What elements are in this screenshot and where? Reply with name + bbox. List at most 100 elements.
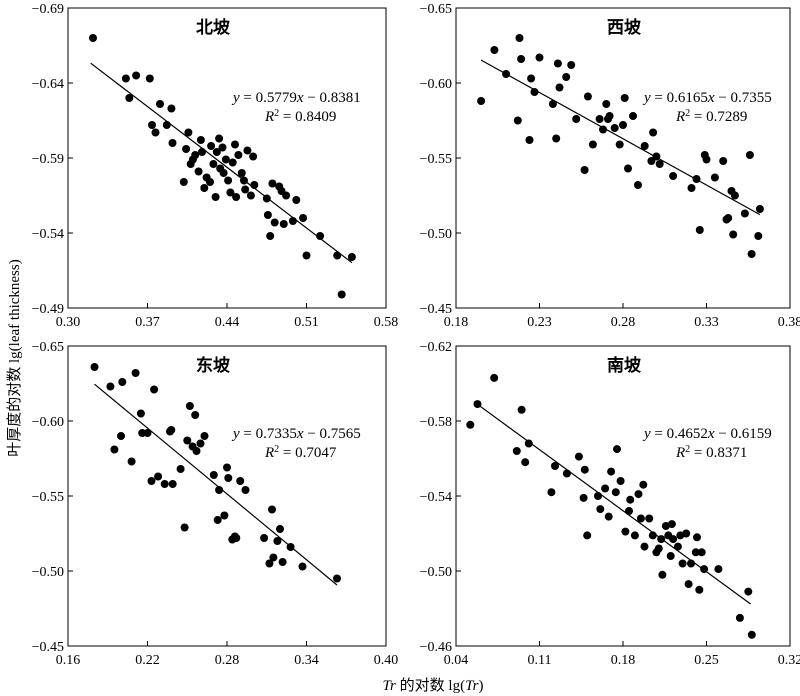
data-point [714,565,723,574]
x-axis-label-part: 的对数 lg( [396,677,465,694]
data-point [260,534,269,542]
scatter-panel: −0.65 −0.60 −0.55 −0.50 −0.450.16 0.22 0.28 0.3… [32,340,399,668]
data-point [669,172,678,180]
data-point [596,505,605,514]
panel-title: 东坡 [196,355,230,375]
y-tick-label: −0.62 [420,340,452,355]
x-tick-label: 0.28 [611,315,636,330]
data-point [185,402,194,410]
data-point [730,191,739,200]
x-tick-label: 0.32 [778,653,800,668]
data-point [552,134,561,143]
data-point [620,94,629,102]
data-point [629,112,637,120]
data-point [636,514,645,523]
data-point [184,128,193,137]
data-point [220,511,229,520]
data-point [477,97,486,105]
x-axis-label-part: ) [478,678,483,694]
data-point [625,507,633,515]
data-point [228,158,237,167]
y-axis-label: 叶厚度的对数 lg(leaf thickness) [6,259,23,456]
data-point [602,100,611,108]
data-point [223,463,231,472]
data-point [583,531,592,540]
data-point [580,166,589,174]
data-point [226,188,235,197]
data-point [710,173,719,182]
data-point [333,574,341,583]
data-point [156,100,164,108]
data-point [269,553,278,562]
data-point [595,115,604,123]
data-point [517,405,526,414]
data-point [263,211,272,219]
scatter-panel: −0.65 −0.60 −0.55 −0.50 −0.450.18 0.23 0.28 0.3… [420,2,800,330]
data-point [160,480,169,488]
data-point [574,452,583,461]
data-point [512,447,521,455]
data-point [215,134,224,143]
data-point [147,477,156,485]
y-tick-label: −0.46 [420,640,452,655]
data-point [490,46,499,54]
y-tick-label: −0.54 [32,227,64,242]
y-tick-label: −0.65 [32,340,64,355]
data-point [183,436,192,445]
data-point [669,535,678,544]
data-point [525,136,534,144]
x-tick-label: 0.28 [215,653,240,668]
data-point [200,184,209,192]
x-tick-label: 0.11 [528,653,552,668]
data-point [265,559,274,568]
data-point [613,445,621,454]
data-point [150,385,159,394]
data-point [154,472,163,481]
data-point [562,73,571,81]
data-point [278,558,287,566]
data-point [639,480,648,489]
data-point [719,157,728,165]
data-point [196,136,205,144]
data-point [221,155,230,164]
data-point [241,185,250,194]
x-tick-label: 0.16 [56,653,81,668]
data-point [182,145,191,153]
data-point [551,462,559,470]
data-point [527,74,536,83]
data-point [654,544,663,553]
data-point [747,630,756,639]
data-point [754,232,763,240]
data-point [695,226,704,234]
data-point [621,527,630,536]
y-tick-label: −0.65 [420,2,452,17]
data-point [299,214,308,222]
data-point [243,146,252,155]
data-point [630,531,639,540]
data-point [167,104,176,113]
regression-equation: y = 0.4652x − 0.6159 [642,426,772,442]
data-point [661,522,670,530]
regression-line [473,401,751,605]
data-point [117,432,125,440]
x-tick-label: 0.40 [374,653,399,668]
data-point [655,160,664,168]
data-point [695,585,704,594]
x-tick-label: 0.22 [135,653,160,668]
x-tick-label: 0.23 [527,315,552,330]
x-axis-label-part: Tr [383,678,397,694]
data-point [219,169,228,177]
data-point [207,142,216,150]
x-axis-label: Tr 的对数 lg(Tr) [383,677,484,694]
data-point [125,94,134,102]
data-point [212,148,221,156]
data-point [211,193,220,201]
data-point [168,139,177,147]
data-point [755,205,764,213]
x-axis-label-part: Tr [465,678,479,694]
data-point [162,121,171,129]
data-point [517,55,526,63]
data-point [610,124,619,132]
data-point [634,181,642,189]
data-point [605,112,614,120]
